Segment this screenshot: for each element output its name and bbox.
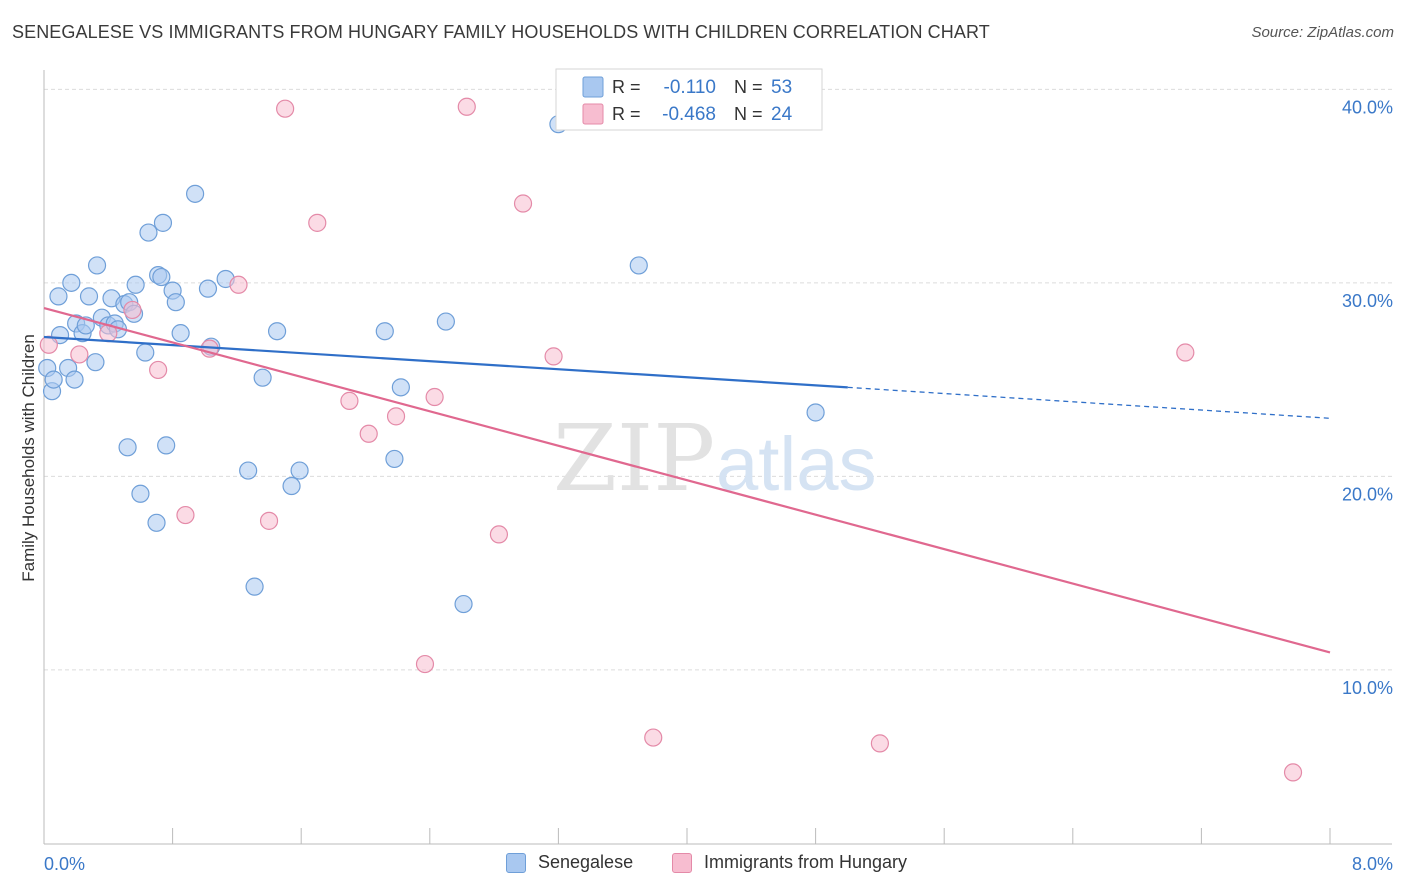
- data-point-senegalese: [391, 378, 410, 397]
- data-point-senegalese: [65, 370, 84, 389]
- data-point-hungary: [176, 505, 195, 525]
- x-tick-label: 0.0%: [44, 854, 85, 874]
- trend-line-hungary: [43, 306, 1331, 654]
- data-point-senegalese: [171, 324, 190, 343]
- legend-swatch-hungary: [582, 103, 604, 125]
- data-point-senegalese: [86, 353, 105, 372]
- legend-label-hungary: Immigrants from Hungary: [704, 852, 908, 872]
- data-points: [38, 97, 1303, 782]
- legend-r-value: -0.468: [662, 104, 716, 125]
- legend-swatch-senegalese: [582, 76, 604, 98]
- data-point-hungary: [415, 654, 435, 674]
- legend-item-senegalese: Senegalese: [506, 852, 633, 873]
- data-point-hungary: [386, 407, 406, 426]
- legend-n-label: N =: [734, 77, 763, 97]
- data-point-hungary: [308, 213, 327, 232]
- data-point-senegalese: [44, 370, 63, 389]
- data-point-hungary: [425, 387, 444, 407]
- grid-lines: [44, 88, 1392, 671]
- data-point-senegalese: [253, 368, 272, 387]
- data-point-senegalese: [62, 273, 81, 292]
- legend-swatch-senegalese: [506, 852, 526, 873]
- data-point-senegalese: [198, 279, 218, 298]
- y-tick-label: 30.0%: [1342, 291, 1393, 311]
- data-point-hungary: [359, 424, 378, 443]
- chart-source: Source: ZipAtlas.com: [1251, 24, 1394, 41]
- chart-title: SENEGALESE VS IMMIGRANTS FROM HUNGARY FA…: [12, 22, 990, 42]
- legend-r-value: -0.110: [664, 77, 716, 98]
- legend-label-senegalese: Senegalese: [538, 852, 634, 872]
- data-point-hungary: [1176, 343, 1195, 362]
- data-point-senegalese: [166, 293, 185, 312]
- data-point-senegalese: [375, 322, 394, 341]
- data-point-senegalese: [147, 513, 166, 532]
- data-point-senegalese: [152, 267, 171, 287]
- y-axis-label: Family Households with Children: [19, 334, 38, 582]
- data-point-hungary: [1283, 763, 1303, 782]
- watermark: ZIP atlas: [553, 405, 877, 512]
- legend-swatch-hungary: [672, 852, 692, 873]
- data-point-hungary: [489, 525, 509, 544]
- data-point-senegalese: [436, 312, 455, 331]
- data-point-senegalese: [186, 184, 205, 203]
- data-point-hungary: [229, 275, 248, 294]
- data-point-hungary: [644, 728, 663, 747]
- legend-n-value: 24: [771, 104, 793, 125]
- data-point-senegalese: [126, 275, 145, 294]
- data-point-hungary: [149, 360, 168, 380]
- series-legend: Senegalese Immigrants from Hungary: [0, 852, 1406, 878]
- data-point-senegalese: [290, 461, 309, 480]
- data-point-hungary: [39, 335, 58, 354]
- legend-n-value: 53: [771, 77, 792, 98]
- legend-item-hungary: Immigrants from Hungary: [672, 852, 907, 873]
- trend-line-senegalese-extension: [847, 386, 1331, 419]
- data-point-senegalese: [49, 287, 68, 306]
- legend-r-label: R =: [612, 77, 641, 97]
- data-point-hungary: [123, 300, 142, 320]
- data-point-senegalese: [267, 322, 287, 341]
- data-point-senegalese: [139, 223, 158, 242]
- data-point-hungary: [870, 734, 890, 753]
- data-point-senegalese: [806, 403, 825, 422]
- data-point-senegalese: [87, 256, 107, 275]
- data-point-senegalese: [245, 577, 264, 596]
- data-point-senegalese: [282, 476, 301, 496]
- watermark-atlas: atlas: [716, 422, 877, 507]
- data-point-hungary: [457, 97, 476, 116]
- trend-lines: [43, 306, 1331, 654]
- data-point-senegalese: [131, 484, 150, 503]
- data-point-hungary: [544, 347, 563, 366]
- data-point-senegalese: [153, 213, 173, 232]
- data-point-senegalese: [239, 461, 258, 480]
- x-tick-label: 8.0%: [1352, 854, 1393, 874]
- axes: [43, 70, 1392, 845]
- data-point-hungary: [513, 194, 533, 213]
- data-point-senegalese: [157, 436, 176, 455]
- trend-line-senegalese: [43, 335, 848, 389]
- y-tick-label: 10.0%: [1342, 678, 1393, 698]
- data-point-senegalese: [629, 256, 648, 275]
- data-point-hungary: [276, 99, 295, 118]
- y-tick-label: 20.0%: [1342, 484, 1393, 504]
- tick-labels: 10.0% 20.0% 30.0% 40.0% 0.0% 8.0%: [44, 97, 1393, 874]
- data-point-senegalese: [136, 343, 155, 362]
- y-tick-label: 40.0%: [1342, 97, 1393, 117]
- watermark-zip: ZIP: [553, 405, 715, 512]
- data-point-hungary: [340, 391, 359, 410]
- data-point-senegalese: [385, 449, 404, 469]
- legend-n-label: N =: [734, 104, 763, 124]
- legend-r-label: R =: [612, 104, 641, 124]
- data-point-senegalese: [454, 594, 473, 614]
- correlation-legend: R = -0.110 N = 53 R = -0.468 N = 24: [555, 68, 823, 131]
- data-point-hungary: [70, 345, 89, 364]
- data-point-hungary: [259, 511, 279, 530]
- data-point-senegalese: [118, 438, 137, 457]
- data-point-senegalese: [79, 287, 99, 306]
